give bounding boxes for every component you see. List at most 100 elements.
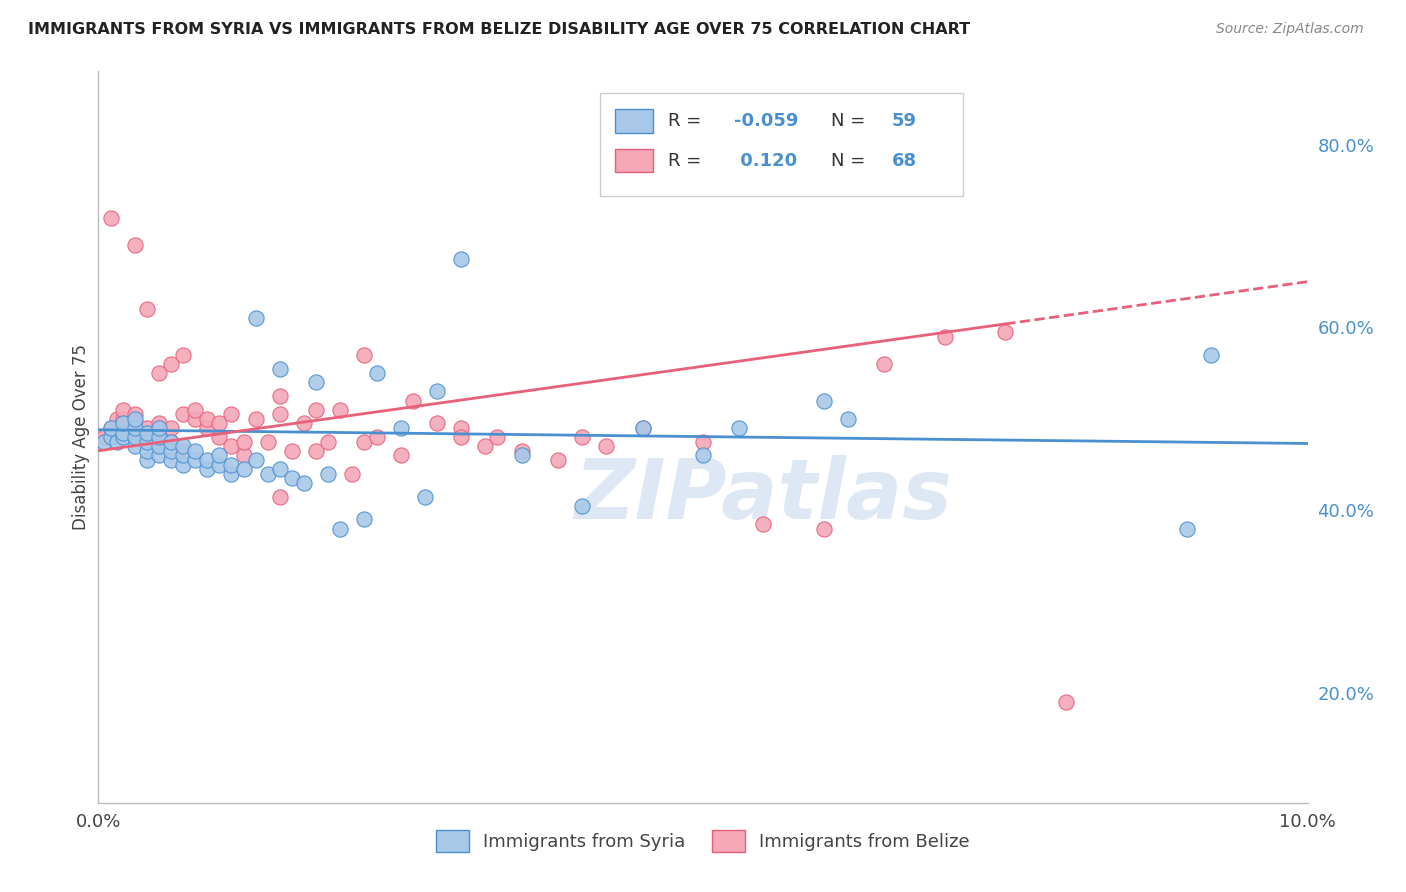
Bar [614, 149, 654, 172]
Point [124, 430, 146, 444]
Point [184, 412, 207, 426]
Point [595, 439, 617, 453]
Point [100, 211, 122, 225]
Point [292, 475, 315, 490]
Point [221, 407, 243, 421]
Point [160, 357, 183, 371]
Point [510, 448, 533, 462]
Point [208, 448, 231, 462]
FancyBboxPatch shape [600, 94, 963, 195]
Point [111, 412, 134, 426]
Bar [614, 110, 654, 133]
Point [160, 443, 183, 458]
Point [510, 443, 533, 458]
Point [105, 434, 128, 449]
Point [269, 490, 291, 504]
Point [160, 421, 183, 435]
Point [873, 357, 896, 371]
Legend: Immigrants from Syria, Immigrants from Belize: Immigrants from Syria, Immigrants from B… [429, 823, 977, 860]
Text: 68: 68 [891, 152, 917, 169]
Point [305, 443, 328, 458]
Point [1054, 695, 1077, 709]
Point [135, 443, 157, 458]
Point [148, 448, 170, 462]
Point [135, 434, 157, 449]
Text: R =: R = [668, 152, 707, 169]
Point [124, 421, 146, 435]
Point [269, 407, 291, 421]
Point [413, 490, 436, 504]
Point [124, 238, 146, 252]
Point [124, 425, 146, 440]
Point [547, 453, 569, 467]
Point [1199, 348, 1222, 362]
Point [124, 407, 146, 421]
Point [105, 412, 128, 426]
Point [329, 521, 352, 535]
Text: N =: N = [831, 152, 872, 169]
Point [1175, 521, 1198, 535]
Point [752, 516, 775, 531]
Point [135, 453, 157, 467]
Point [195, 421, 218, 435]
Point [135, 425, 157, 440]
Point [148, 421, 170, 435]
Point [195, 453, 218, 467]
Point [256, 467, 278, 481]
Text: ZIPatlas: ZIPatlas [575, 455, 952, 536]
Point [100, 430, 122, 444]
Text: 0.120: 0.120 [734, 152, 797, 169]
Point [305, 402, 328, 417]
Point [195, 462, 218, 476]
Point [172, 439, 194, 453]
Point [474, 439, 496, 453]
Point [353, 348, 375, 362]
Point [208, 458, 231, 472]
Point [486, 430, 509, 444]
Point [93, 430, 115, 444]
Point [124, 417, 146, 431]
Point [305, 375, 328, 389]
Text: Source: ZipAtlas.com: Source: ZipAtlas.com [1216, 22, 1364, 37]
Point [221, 439, 243, 453]
Text: IMMIGRANTS FROM SYRIA VS IMMIGRANTS FROM BELIZE DISABILITY AGE OVER 75 CORRELATI: IMMIGRANTS FROM SYRIA VS IMMIGRANTS FROM… [28, 22, 970, 37]
Point [631, 421, 654, 435]
Point [111, 430, 134, 444]
Point [450, 252, 472, 266]
Point [111, 417, 134, 431]
Point [256, 434, 278, 449]
Point [100, 421, 122, 435]
Point [426, 384, 449, 399]
Point [172, 443, 194, 458]
Point [135, 430, 157, 444]
Point [728, 421, 751, 435]
Point [571, 430, 593, 444]
Point [353, 434, 375, 449]
Point [160, 453, 183, 467]
Point [172, 407, 194, 421]
Point [148, 434, 170, 449]
Point [93, 434, 115, 449]
Point [172, 458, 194, 472]
Point [692, 448, 714, 462]
Point [571, 499, 593, 513]
Point [111, 421, 134, 435]
Text: N =: N = [831, 112, 872, 130]
Point [631, 421, 654, 435]
Point [692, 434, 714, 449]
Point [245, 453, 267, 467]
Text: 59: 59 [891, 112, 917, 130]
Point [100, 421, 122, 435]
Point [934, 329, 956, 343]
Point [813, 521, 835, 535]
Point [837, 412, 859, 426]
Point [221, 458, 243, 472]
Point [184, 443, 207, 458]
Point [184, 453, 207, 467]
Point [124, 439, 146, 453]
Point [329, 402, 352, 417]
Point [148, 366, 170, 380]
Point [342, 467, 364, 481]
Point [316, 467, 339, 481]
Point [450, 421, 472, 435]
